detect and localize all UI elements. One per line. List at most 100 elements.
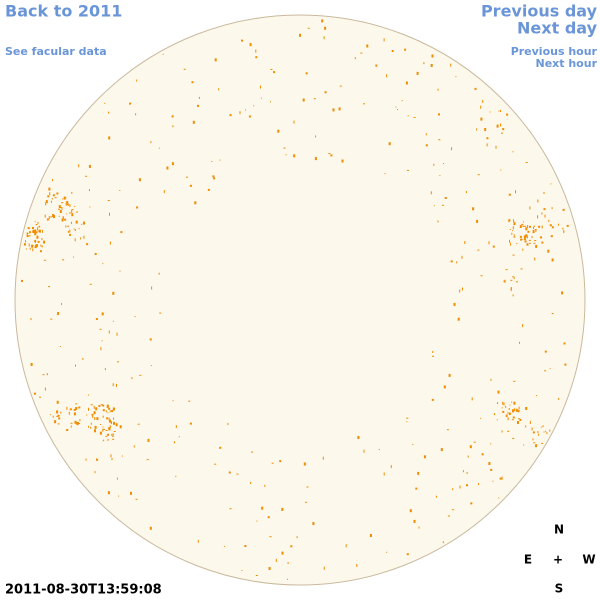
facula (106, 417, 109, 420)
facula (57, 414, 60, 417)
facula (90, 426, 92, 429)
facula (341, 159, 344, 163)
facula (191, 81, 194, 84)
facula (540, 426, 542, 428)
facula (74, 238, 76, 242)
facula (32, 245, 34, 247)
facula (50, 414, 52, 416)
facula (512, 219, 514, 221)
back-link[interactable]: Back to 2011 (5, 2, 122, 21)
facula (109, 419, 111, 423)
facula (558, 397, 560, 400)
facula (58, 417, 61, 420)
facula (135, 498, 138, 500)
facula (131, 377, 133, 380)
facula (413, 519, 416, 523)
facula (213, 177, 216, 180)
facula (378, 449, 380, 450)
facula (66, 203, 69, 206)
facula (469, 445, 472, 449)
facula (306, 486, 309, 488)
facula (323, 566, 325, 570)
facula (67, 225, 70, 227)
facula (44, 387, 46, 391)
facula (561, 291, 564, 295)
facula (80, 237, 82, 240)
facula (564, 363, 567, 366)
facula (50, 216, 53, 218)
next-hour-link[interactable]: Next hour (536, 57, 598, 70)
facula (89, 283, 92, 285)
facula (512, 437, 515, 439)
facula (30, 318, 32, 321)
facula (21, 279, 23, 282)
facula (58, 215, 60, 217)
facula (423, 455, 426, 459)
facula (118, 495, 120, 497)
facula (314, 157, 317, 161)
facula (270, 68, 273, 70)
facula (456, 261, 458, 264)
facula (38, 230, 40, 232)
facula (41, 245, 43, 248)
facular-data-link[interactable]: See facular data (5, 45, 107, 58)
facula (401, 100, 403, 102)
facula (174, 441, 175, 444)
facula (549, 224, 552, 227)
facula (390, 465, 392, 469)
compass-north: N (554, 523, 564, 537)
facula (524, 225, 526, 227)
facula (302, 98, 305, 102)
facula (82, 357, 84, 360)
facula (312, 522, 315, 525)
facula (497, 402, 498, 405)
facula (526, 243, 529, 246)
facula (513, 222, 516, 226)
facula (537, 199, 539, 203)
facula (48, 286, 51, 288)
facula (101, 404, 103, 406)
facula (477, 249, 480, 251)
facula (490, 468, 493, 471)
facula (79, 419, 81, 422)
facula (102, 263, 104, 265)
facula (38, 229, 41, 233)
facula (512, 294, 514, 297)
facula (65, 202, 67, 206)
facula (472, 207, 475, 211)
facula (502, 128, 505, 131)
facula (207, 188, 210, 191)
facula (48, 216, 50, 220)
facula (158, 272, 160, 275)
facula (509, 239, 511, 243)
previous-day-link[interactable]: Previous day (481, 2, 598, 21)
facula (271, 462, 274, 464)
facula (54, 420, 57, 424)
facula (538, 433, 540, 436)
facula (192, 120, 195, 124)
facula (76, 421, 79, 425)
facula (60, 411, 62, 414)
facula (86, 243, 89, 246)
facula (139, 374, 142, 376)
facula (43, 259, 46, 261)
facula (108, 427, 110, 430)
facula (73, 408, 76, 411)
facula (25, 240, 26, 243)
facula (500, 109, 501, 112)
facula (136, 79, 138, 82)
facula (69, 233, 71, 236)
facula (474, 87, 477, 90)
facula (28, 235, 31, 237)
facula (450, 260, 453, 263)
facula (147, 438, 150, 442)
previous-hour-link[interactable]: Previous hour (511, 45, 598, 58)
facula (56, 192, 59, 195)
facula (277, 129, 280, 133)
next-day-link[interactable]: Next day (517, 19, 598, 38)
facula (90, 422, 92, 425)
facula (120, 231, 123, 234)
facula (94, 253, 97, 255)
facula (248, 115, 251, 118)
